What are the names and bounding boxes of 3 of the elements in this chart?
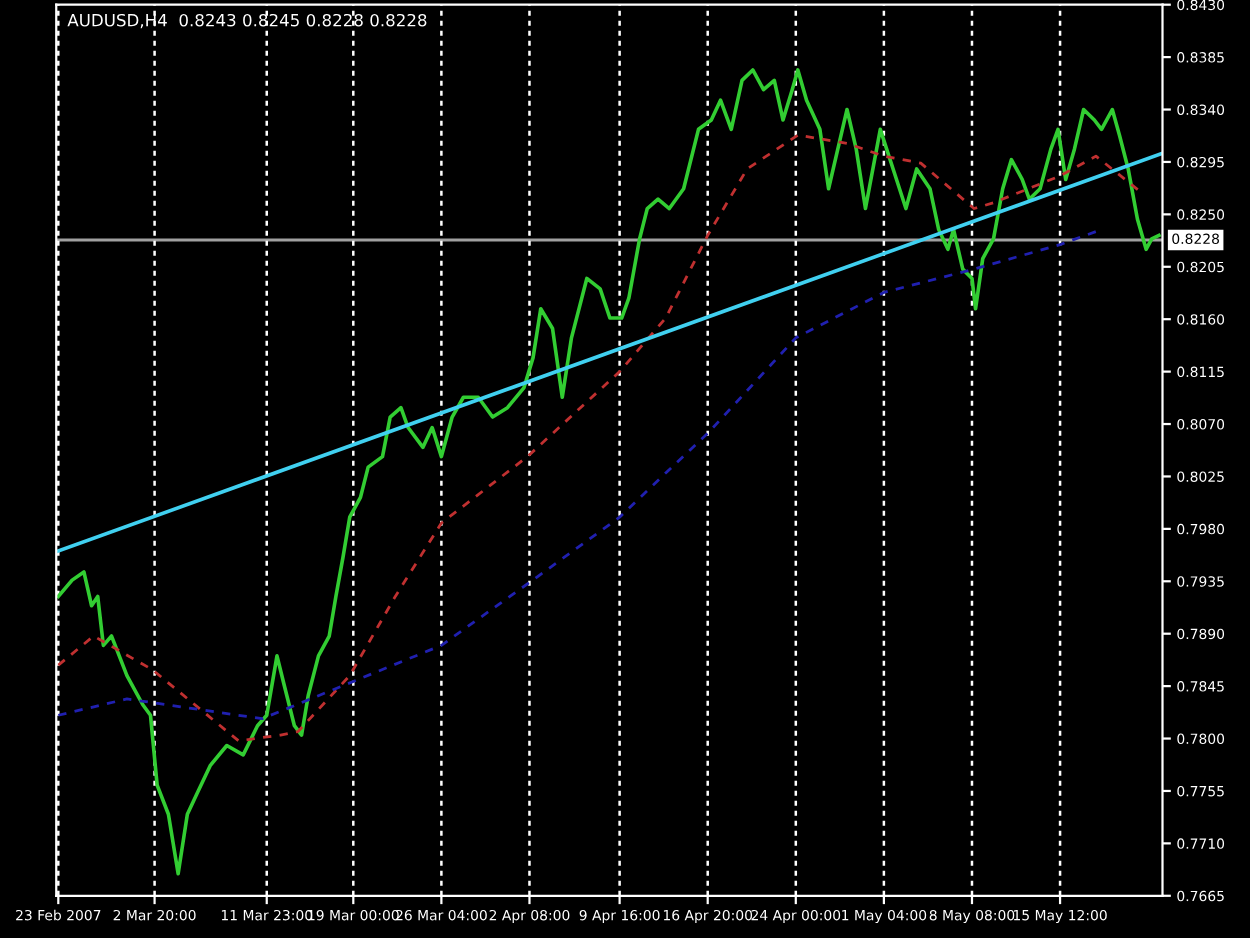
chart-title: AUDUSD,H4 0.8243 0.8245 0.8228 0.8228	[67, 13, 427, 29]
line-series	[56, 133, 1144, 743]
line-series	[56, 68, 1161, 876]
